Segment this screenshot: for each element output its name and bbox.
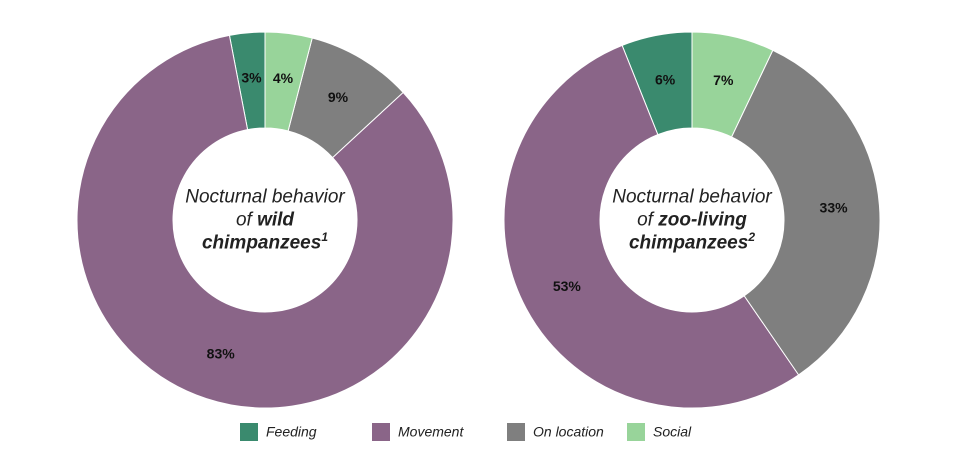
legend-swatch xyxy=(507,423,525,441)
center-text: Nocturnal behavior of xyxy=(612,186,772,231)
legend-swatch xyxy=(372,423,390,441)
center-emphasis: chimpanzees xyxy=(201,232,322,254)
legend-label: Movement xyxy=(398,424,464,440)
donut-segment xyxy=(503,44,800,409)
center-label: Nocturnal behavior of zoo-living chimpan… xyxy=(608,186,776,255)
legend-swatch xyxy=(627,423,645,441)
value-label: 9% xyxy=(328,89,349,105)
value-label: 3% xyxy=(241,69,262,85)
center-emphasis: wild xyxy=(257,209,295,231)
center-text: Nocturnal behavior of xyxy=(185,186,345,231)
legend-label: On location xyxy=(533,424,604,440)
legend-swatch xyxy=(240,423,258,441)
donut-segment xyxy=(76,34,454,409)
legend-label: Social xyxy=(653,424,692,440)
center-emphasis: chimpanzees xyxy=(628,232,749,254)
center-emphasis: zoo-living xyxy=(658,209,747,231)
donut-segment xyxy=(264,31,313,132)
value-label: 4% xyxy=(273,70,294,86)
footnote-mark: 1 xyxy=(321,230,328,245)
footnote-mark: 2 xyxy=(748,230,755,245)
value-label: 6% xyxy=(655,71,676,87)
donut-segment xyxy=(730,49,881,376)
value-label: 83% xyxy=(207,346,236,362)
donut-segment xyxy=(691,31,774,138)
value-label: 7% xyxy=(713,72,734,88)
value-label: 33% xyxy=(820,199,849,215)
legend-label: Feeding xyxy=(266,424,317,440)
value-label: 53% xyxy=(553,278,582,294)
center-label: Nocturnal behavior of wild chimpanzees1 xyxy=(181,186,349,255)
